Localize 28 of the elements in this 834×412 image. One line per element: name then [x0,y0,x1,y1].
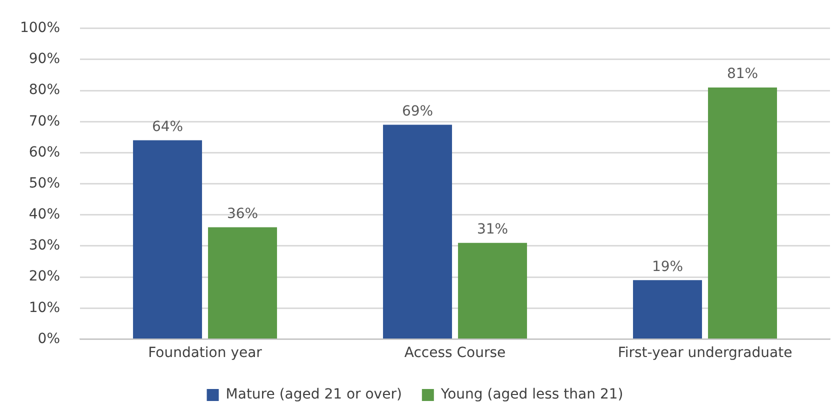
bar [708,87,777,338]
y-tick-label: 80% [28,82,60,98]
text: 69% [402,103,434,120]
text: 31% [476,221,508,238]
y-tick-label: 0% [38,330,60,347]
y-tick-label: 60% [28,144,60,160]
x-tick-label: Access Course [404,345,506,362]
bar [133,140,202,338]
text: 81% [726,66,758,82]
bar [383,124,452,338]
bar [208,227,278,338]
text: 36% [226,206,258,222]
x-tick-label: First-year undergraduate [618,345,792,362]
legend-label: Young (aged less than 21) [440,386,624,403]
y-tick-label: 100% [20,20,60,36]
y-tick-label: 20% [28,268,60,285]
y-tick-label: 50% [28,175,60,192]
y-tick-label: 70% [28,113,60,130]
bar [633,280,702,338]
text: 64% [152,118,184,135]
y-tick-label: 40% [28,206,60,223]
y-tick-label: 10% [28,300,60,316]
x-tick-label: Foundation year [148,345,262,362]
text: 19% [652,258,684,275]
legend-label: Mature (aged 21 or over) [226,386,402,403]
bar [458,242,528,338]
y-tick-label: 90% [28,51,60,68]
y-tick-label: 30% [28,238,60,254]
